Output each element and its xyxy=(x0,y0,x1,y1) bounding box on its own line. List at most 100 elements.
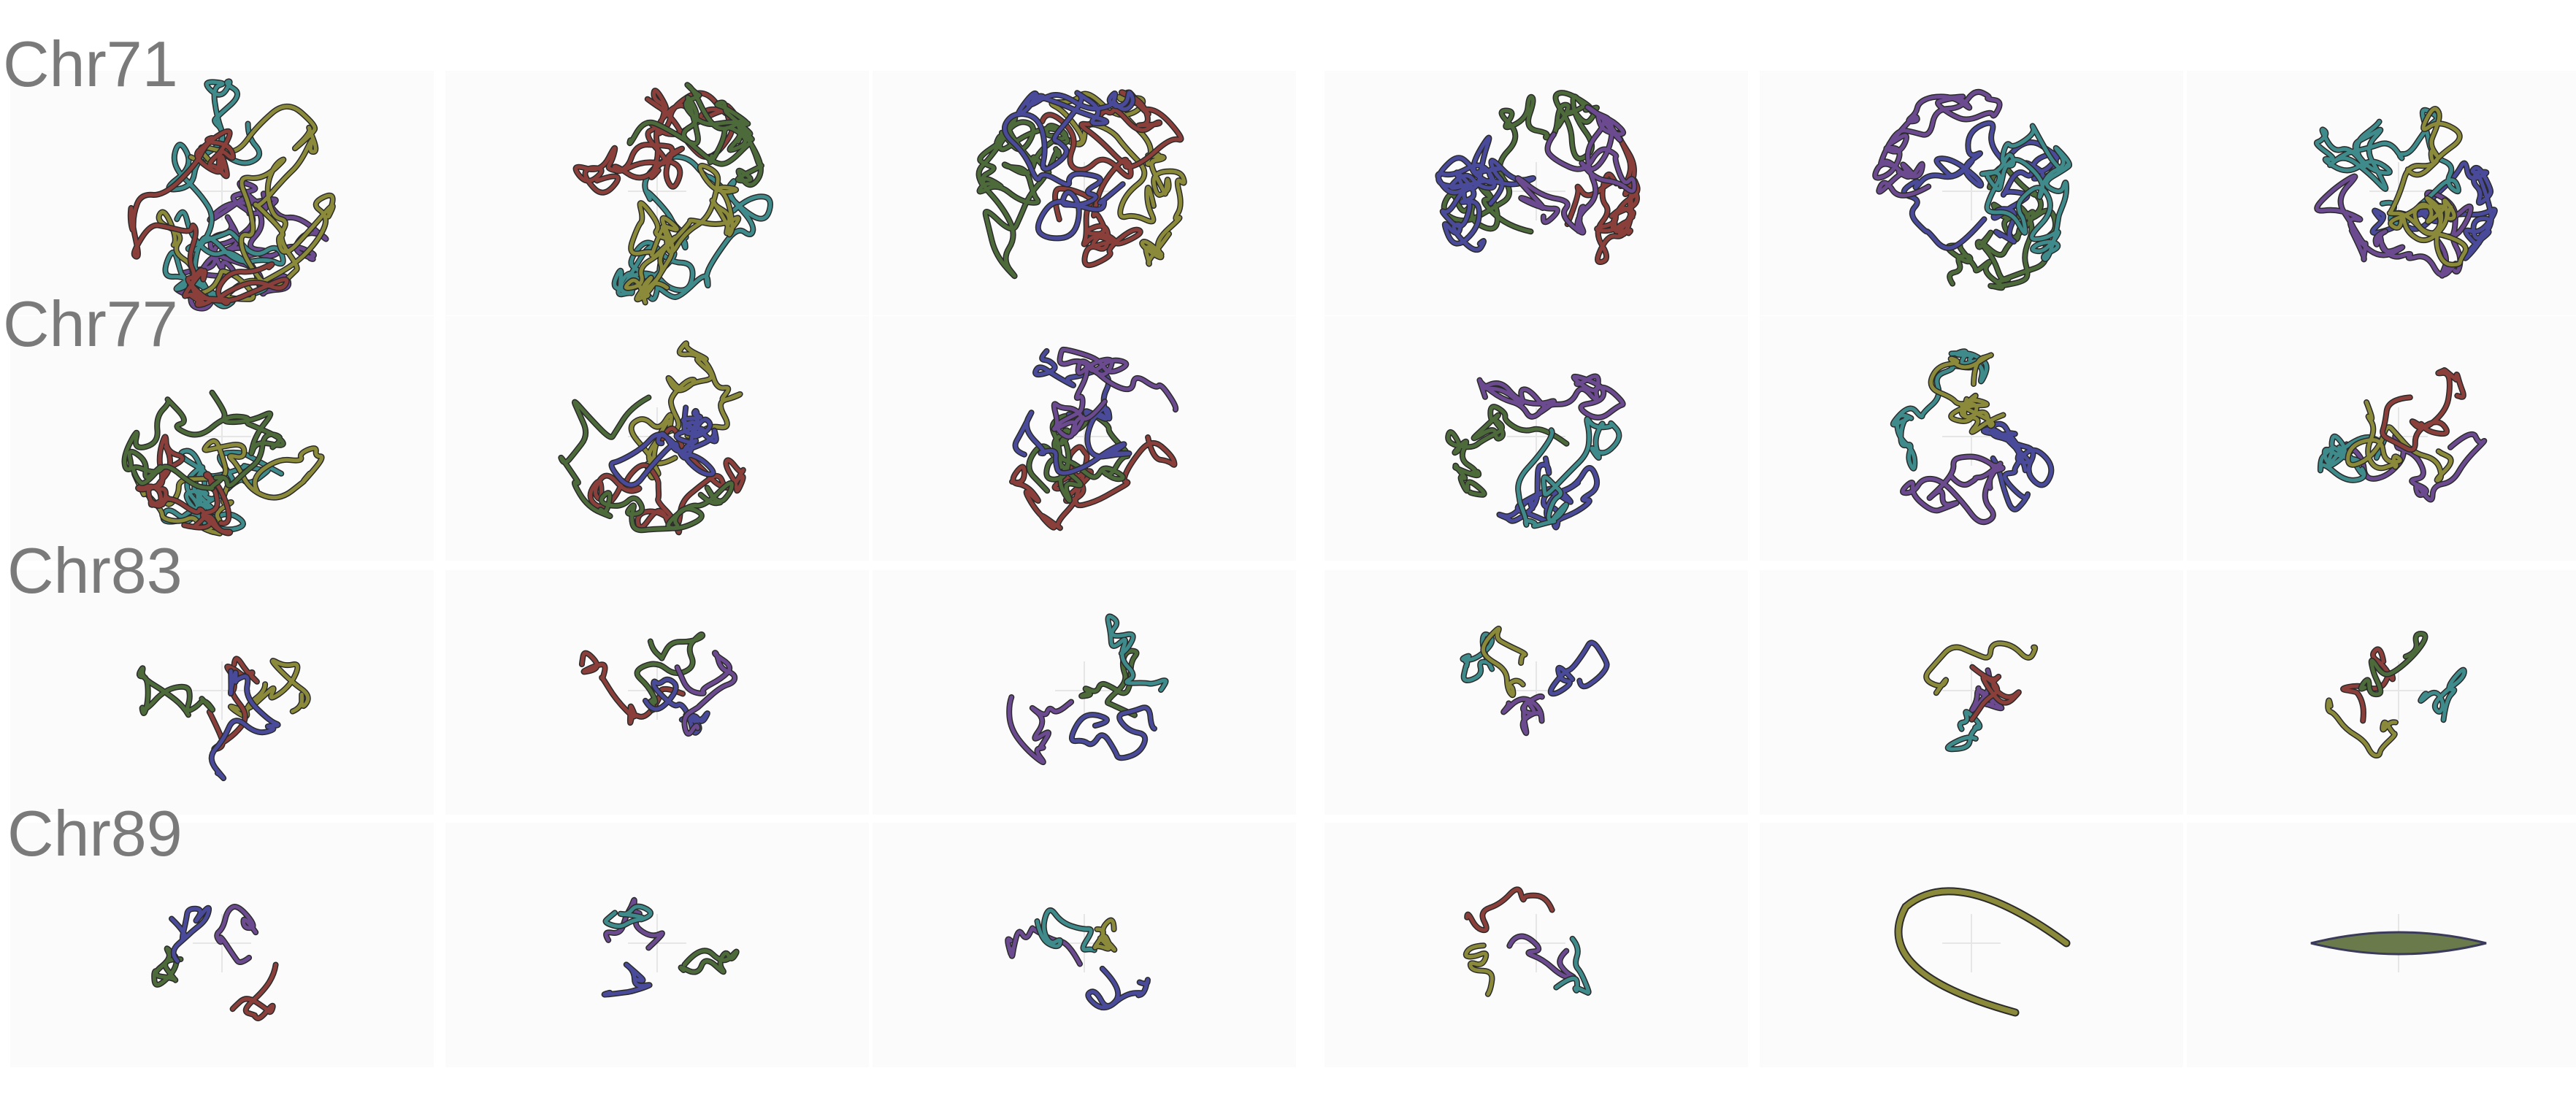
chromosome-strand xyxy=(1007,695,1073,764)
row-label: Chr71 xyxy=(3,28,178,100)
chromosome-strand xyxy=(122,391,285,491)
panel xyxy=(1760,570,2183,815)
chromosome-strand xyxy=(580,651,685,725)
chromosome-strand xyxy=(169,906,211,963)
chromosome-strand xyxy=(1982,422,2053,512)
chromosome-strand xyxy=(152,946,183,987)
chromosome-strand xyxy=(1003,91,1135,240)
chromosome-strand xyxy=(635,632,705,712)
panel xyxy=(10,316,434,561)
chromosome-strand xyxy=(1477,374,1625,420)
chromosome-strand xyxy=(163,79,285,309)
panel xyxy=(873,71,1296,315)
chromosome-strand xyxy=(137,666,215,717)
panel xyxy=(10,71,434,315)
chromosome-strand xyxy=(2318,434,2387,483)
chromosome-strand xyxy=(1481,626,1527,697)
chromosome-strand xyxy=(1901,454,2005,524)
chromosome-strand xyxy=(1040,90,1183,267)
chromosome-strand xyxy=(136,434,232,536)
chromosome-strand xyxy=(1497,456,1599,529)
chromosome-strand xyxy=(1516,417,1621,528)
chromosome-strand xyxy=(210,669,280,780)
panel xyxy=(2187,316,2576,561)
panel xyxy=(1325,570,1748,815)
row-label: Chr83 xyxy=(7,534,183,607)
chromosome-strand xyxy=(1465,887,1555,932)
panel xyxy=(10,823,434,1067)
chromosome-strand xyxy=(1554,937,1591,995)
chromosome-strand xyxy=(1446,404,1568,497)
panel xyxy=(2187,71,2576,315)
chromosome-strand xyxy=(627,82,764,187)
chromosome-strand xyxy=(1980,124,2071,261)
chromosome-strand xyxy=(1501,694,1544,735)
chromosome-strand xyxy=(589,426,745,534)
chromosome-strand xyxy=(559,396,734,532)
chromosome-strand xyxy=(1435,136,1536,252)
chromosome-strand xyxy=(175,180,328,311)
panel xyxy=(1760,316,2183,561)
chromosome-strand xyxy=(609,405,718,488)
chromosome-strand xyxy=(2388,107,2468,267)
panel xyxy=(10,570,434,815)
row-label: Chr89 xyxy=(7,797,183,869)
chromosome-strand xyxy=(1086,967,1150,1010)
chromosome-strand xyxy=(1891,349,1989,471)
panel xyxy=(445,823,869,1067)
chromosome-strand xyxy=(2326,698,2398,758)
chromosome-strand xyxy=(602,962,652,996)
chromosome-strand xyxy=(1079,649,1139,718)
chromosome-strand xyxy=(231,963,278,1021)
chromosome-strand xyxy=(215,904,258,964)
chromosome-strand xyxy=(2315,108,2461,226)
panel xyxy=(1325,823,1748,1067)
panel xyxy=(445,570,869,815)
panel xyxy=(1325,316,1748,561)
chromosome-strand xyxy=(604,904,653,929)
chromosome-strand xyxy=(1515,105,1636,235)
chromosome-strand xyxy=(2359,631,2427,696)
chromosome-strand xyxy=(2380,368,2466,452)
chromosome-strand xyxy=(624,164,740,304)
chromosome-strand xyxy=(679,948,739,975)
panel xyxy=(2187,570,2576,815)
chromosome-strand xyxy=(1013,349,1131,475)
chromosome-strand xyxy=(629,341,743,480)
panel xyxy=(1760,823,2183,1067)
panel xyxy=(873,823,1296,1067)
chromosome-strand xyxy=(1946,710,1982,751)
panel xyxy=(873,316,1296,561)
chromosome-strand xyxy=(1929,353,2005,434)
panel xyxy=(445,71,869,315)
panel-background xyxy=(2187,71,2576,315)
chromosome-strand xyxy=(1970,668,2004,712)
chromosome-strand xyxy=(1924,641,2037,695)
chromosome-strand xyxy=(1970,665,2021,722)
panels xyxy=(10,71,2576,1067)
chromosome-strand xyxy=(643,677,710,735)
row-label: Chr77 xyxy=(3,288,178,360)
chromosome-strand xyxy=(2346,400,2453,483)
chromosome-strand xyxy=(1105,615,1168,692)
chromosome-strand xyxy=(2341,647,2395,723)
chromosome-strand xyxy=(1873,90,2002,198)
chromosome-strand xyxy=(129,129,289,307)
chromosome-strand xyxy=(229,658,310,718)
panel xyxy=(2187,823,2576,1067)
chromosome-strand xyxy=(1070,705,1157,760)
chromosome-strand xyxy=(977,115,1070,278)
chromosome-strand xyxy=(1093,918,1116,952)
chromosome-strand xyxy=(1052,347,1178,439)
chromosome-strand xyxy=(1464,943,1494,996)
chromosome-strand xyxy=(1035,908,1097,952)
chromosome-strand xyxy=(1027,410,1130,503)
chromosome-strand xyxy=(675,650,737,736)
chromosome-strand xyxy=(1549,641,1609,696)
panel xyxy=(445,316,869,561)
panel xyxy=(1325,71,1748,315)
chromosome-strand xyxy=(1507,934,1576,980)
panel xyxy=(1760,71,2183,315)
panel xyxy=(873,570,1296,815)
